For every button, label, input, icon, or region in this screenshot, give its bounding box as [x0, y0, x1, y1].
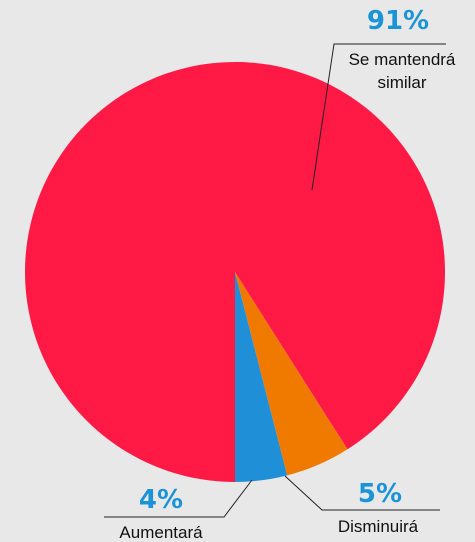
value-label-se-mantendra: 91% — [367, 6, 429, 36]
pie-slices — [24, 62, 445, 483]
pie-slice-se-mantendra-similar — [24, 62, 445, 483]
category-label-aumentara: Aumentará — [119, 523, 203, 542]
category-label-disminuira: Disminuirá — [338, 517, 419, 536]
value-label-disminuira: 5% — [358, 479, 402, 509]
pie-slice-aumentara — [235, 272, 288, 482]
value-label-aumentara: 4% — [139, 485, 183, 515]
pie-slice-disminuira — [235, 272, 348, 476]
leader-line-se-mantendra — [311, 43, 446, 191]
category-label-se-mantendra-line1: Se mantendrá — [349, 50, 456, 69]
pie-annotations: 91% Se mantendrá similar 4% Aumentará 5%… — [104, 6, 456, 542]
leader-line-aumentara — [104, 479, 253, 518]
category-label-se-mantendra-line2: similar — [377, 73, 426, 92]
leader-line-disminuira — [284, 475, 440, 511]
annotation-4: 4% Aumentará — [104, 479, 253, 542]
annotation-91: 91% Se mantendrá similar — [311, 6, 456, 191]
annotation-5: 5% Disminuirá — [284, 475, 440, 536]
